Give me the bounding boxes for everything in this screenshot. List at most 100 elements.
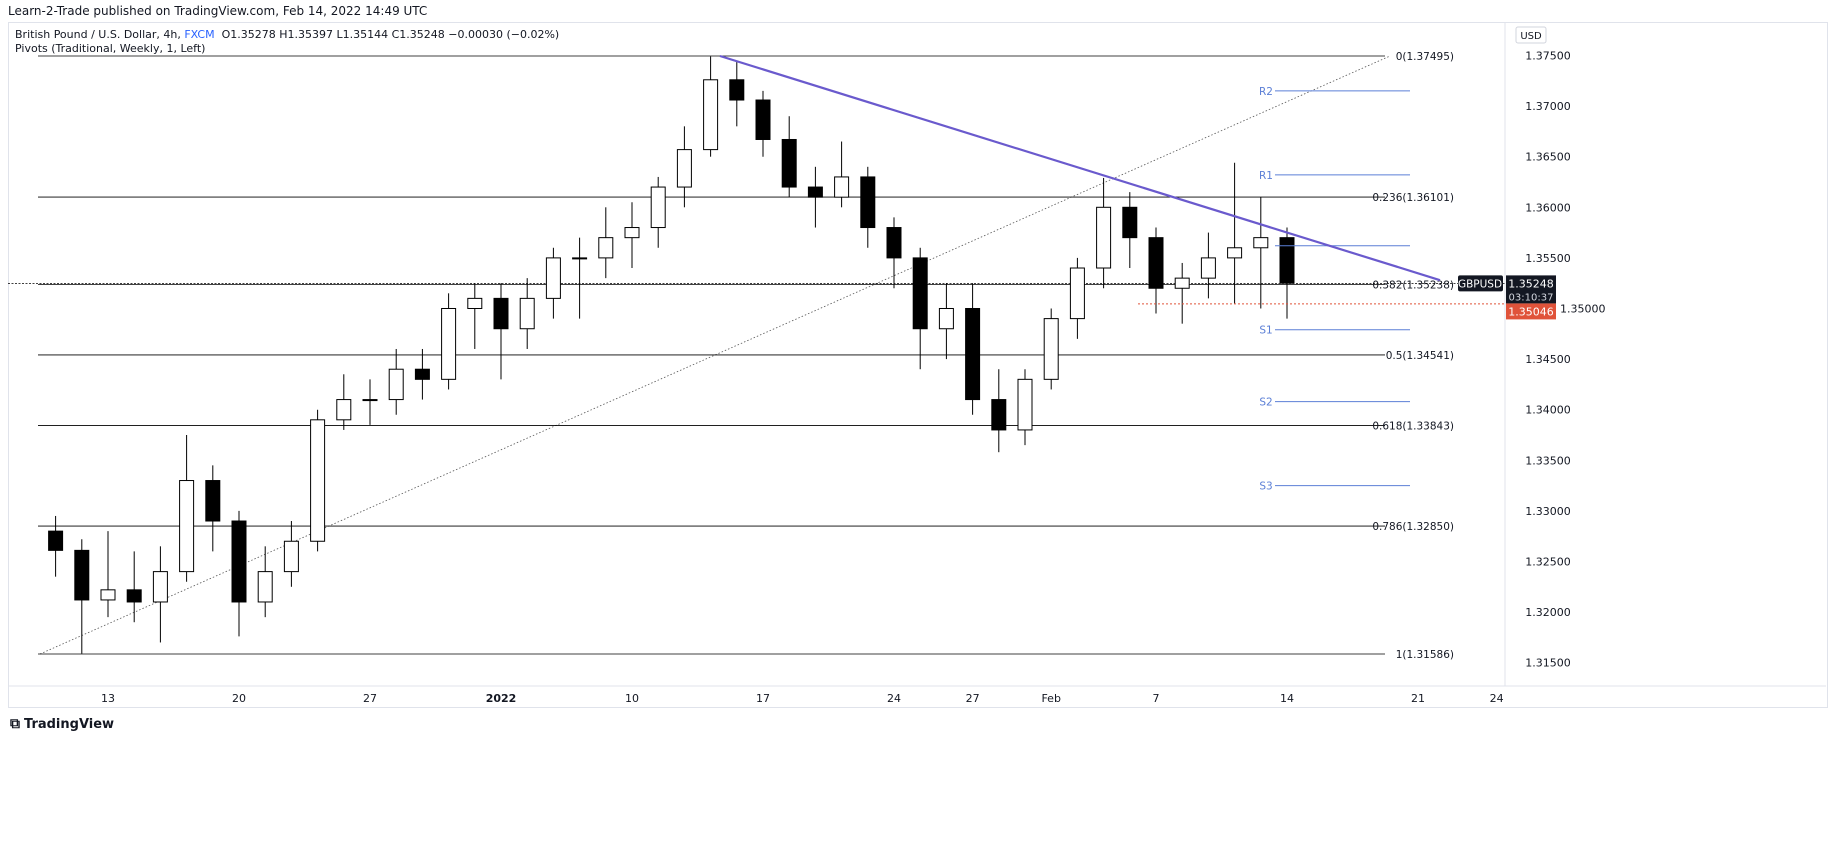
pivot-label: R1: [1259, 170, 1273, 182]
candle-body: [467, 297, 483, 309]
candle-body: [310, 419, 326, 542]
time-tick: 24: [887, 692, 901, 705]
candle-body: [1200, 257, 1216, 279]
current-price-value: 1.35248: [1508, 277, 1554, 290]
candle-body: [938, 307, 954, 330]
currency-badge: [1515, 26, 1547, 44]
price-tick: 1.34500: [1525, 353, 1571, 366]
publisher-line: Learn-2-Trade published on TradingView.c…: [8, 4, 428, 18]
candle-body: [624, 227, 640, 239]
price-tick: 1.34000: [1525, 404, 1571, 417]
candle-body: [48, 530, 64, 551]
candle-body: [362, 399, 378, 402]
candle-body: [598, 237, 614, 259]
tradingview-icon: ⧉: [10, 716, 20, 732]
candle-body: [545, 257, 561, 299]
indicator-label[interactable]: Pivots (Traditional, Weekly, 1, Left): [15, 42, 206, 55]
price-tick: 1.35000: [1560, 302, 1606, 315]
candle-body: [1253, 237, 1269, 249]
fib-level-label: 0(1.37495): [1396, 51, 1454, 63]
candle-body: [650, 186, 666, 229]
candle-body: [205, 480, 221, 522]
candle-body: [886, 227, 902, 259]
candle-body: [1017, 378, 1033, 431]
fib-level-label: 0.382(1.35238): [1372, 279, 1454, 291]
candle-body: [1122, 206, 1138, 239]
price-tick: 1.32000: [1525, 606, 1571, 619]
exchange: FXCM: [184, 28, 215, 41]
candle-body: [676, 149, 692, 188]
candle-body: [1096, 206, 1112, 269]
fib-level-label: 0.618(1.33843): [1372, 421, 1454, 433]
pivot-label: S1: [1259, 325, 1272, 337]
time-tick: 10: [625, 692, 639, 705]
candle-body: [991, 399, 1007, 431]
pivot-label: S2: [1259, 397, 1272, 409]
candle-body: [729, 79, 745, 101]
candle-body: [441, 307, 457, 380]
chart-frame: [8, 22, 1828, 708]
fib-level-label: 0.5(1.34541): [1386, 350, 1454, 362]
low-marker-badge: [1506, 303, 1556, 320]
candle-body: [179, 480, 195, 573]
price-tick: 1.33000: [1525, 505, 1571, 518]
pivot-label: R2: [1259, 86, 1273, 98]
price-tick: 1.36500: [1525, 151, 1571, 164]
price-tick: 1.37500: [1525, 49, 1571, 62]
price-tick: 1.32500: [1525, 555, 1571, 568]
time-tick: 17: [756, 692, 770, 705]
time-tick: 7: [1153, 692, 1160, 705]
candle-body: [1279, 237, 1295, 284]
candle-body: [1227, 247, 1243, 259]
footer-brand: TradingView: [24, 716, 115, 732]
time-tick: 2022: [486, 692, 517, 705]
symbol-description: British Pound / U.S. Dollar, 4h,: [15, 28, 181, 41]
candle-body: [1069, 267, 1085, 320]
candle-body: [100, 589, 116, 601]
currency-label: USD: [1520, 31, 1542, 42]
candle-body: [572, 257, 588, 260]
candle-body: [912, 257, 928, 330]
symbol-badge-label: GBPUSD: [1458, 278, 1502, 290]
price-tick: 1.36000: [1525, 201, 1571, 214]
candle-body: [152, 571, 168, 603]
price-tick: 1.33500: [1525, 454, 1571, 467]
candle-body: [283, 540, 299, 573]
fib-level-label: 0.236(1.36101): [1372, 192, 1454, 204]
candle-body: [1043, 318, 1059, 380]
fib-level-label: 0.786(1.32850): [1372, 521, 1454, 533]
trendline: [719, 54, 1441, 282]
candle-body: [1148, 237, 1164, 289]
candle-body: [74, 549, 90, 601]
candle-body: [257, 571, 273, 603]
pivot-label: S3: [1259, 481, 1272, 493]
price-tick: 1.37000: [1525, 100, 1571, 113]
candle-body: [781, 138, 797, 188]
ohlc-values: O1.35278 H1.35397 L1.35144 C1.35248 −0.0…: [221, 28, 560, 41]
time-tick: 13: [101, 692, 115, 705]
time-tick: 14: [1280, 692, 1294, 705]
candle-body: [807, 186, 823, 198]
candle-body: [414, 368, 430, 380]
candle-body: [965, 307, 981, 401]
bar-countdown: 03:10:37: [1509, 292, 1554, 303]
price-tick: 1.35500: [1525, 252, 1571, 265]
candle-body: [126, 589, 142, 603]
candle-body: [860, 176, 876, 229]
candle-body: [834, 176, 850, 198]
tradingview-logo[interactable]: ⧉ TradingView: [10, 716, 114, 732]
symbol-badge: [1458, 275, 1503, 292]
current-price-badge: [1506, 275, 1556, 304]
price-tick: 1.31500: [1525, 657, 1571, 670]
candle-body: [755, 99, 771, 140]
chart-legend: British Pound / U.S. Dollar, 4h, FXCM O1…: [15, 28, 559, 56]
fib-level-label: 1(1.31586): [1396, 649, 1454, 661]
time-tick: 27: [363, 692, 377, 705]
candle-body: [388, 368, 404, 401]
candle-body: [519, 297, 535, 330]
time-tick: 20: [232, 692, 246, 705]
time-tick: Feb: [1041, 692, 1060, 705]
candle-body: [336, 399, 352, 421]
low-marker-value: 1.35046: [1508, 305, 1554, 318]
